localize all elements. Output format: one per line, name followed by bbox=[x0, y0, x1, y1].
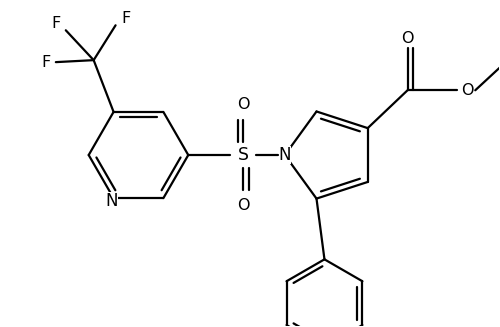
Text: O: O bbox=[237, 198, 250, 213]
Text: N: N bbox=[278, 146, 291, 164]
Text: F: F bbox=[51, 16, 60, 31]
Text: F: F bbox=[41, 55, 50, 70]
Text: S: S bbox=[238, 146, 248, 164]
Text: O: O bbox=[402, 31, 414, 46]
Text: N: N bbox=[106, 192, 118, 210]
Text: O: O bbox=[461, 83, 473, 98]
Text: F: F bbox=[121, 11, 130, 26]
Text: O: O bbox=[237, 97, 250, 112]
